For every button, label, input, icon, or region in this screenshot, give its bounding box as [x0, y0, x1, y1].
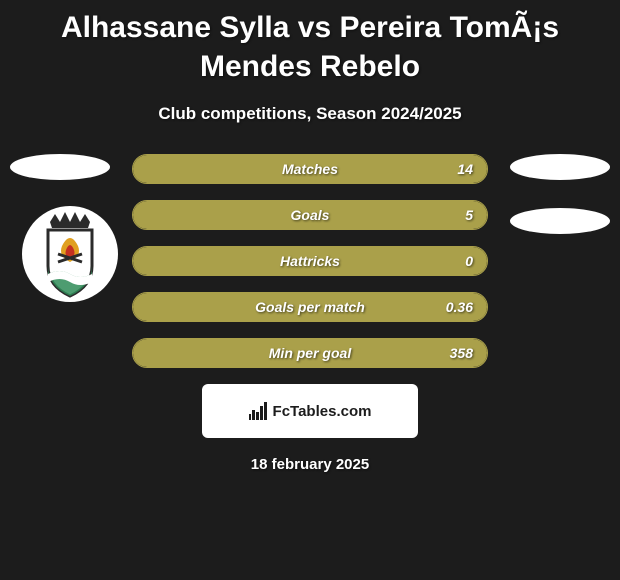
stat-label: Goals per match: [133, 293, 487, 321]
brand-text: FcTables.com: [273, 403, 372, 420]
snapshot-date: 18 february 2025: [10, 456, 610, 473]
stat-value: 358: [450, 339, 473, 367]
stat-label: Matches: [133, 155, 487, 183]
stat-row: Goals5: [132, 200, 488, 230]
left-placeholder-1: [10, 154, 110, 180]
stat-row: Goals per match0.36: [132, 292, 488, 322]
stat-value: 0.36: [446, 293, 473, 321]
stat-value: 0: [465, 247, 473, 275]
stat-value: 5: [465, 201, 473, 229]
season-subtitle: Club competitions, Season 2024/2025: [0, 104, 620, 124]
right-placeholder-2: [510, 208, 610, 234]
stat-label: Goals: [133, 201, 487, 229]
club-crest-icon: [20, 204, 120, 304]
stat-row: Matches14: [132, 154, 488, 184]
bar-chart-icon: [249, 402, 267, 420]
stat-row: Hattricks0: [132, 246, 488, 276]
stats-list: Matches14 Goals5 Hattricks0 Goals per match…: [132, 154, 488, 368]
comparison-title: Alhassane Sylla vs Pereira TomÃ¡s Mendes…: [0, 0, 620, 86]
stat-label: Min per goal: [133, 339, 487, 367]
right-placeholder-1: [510, 154, 610, 180]
stat-label: Hattricks: [133, 247, 487, 275]
brand-badge: FcTables.com: [202, 384, 418, 438]
stats-region: Matches14 Goals5 Hattricks0 Goals per match…: [0, 154, 620, 473]
stat-row: Min per goal358: [132, 338, 488, 368]
stat-value: 14: [457, 155, 473, 183]
